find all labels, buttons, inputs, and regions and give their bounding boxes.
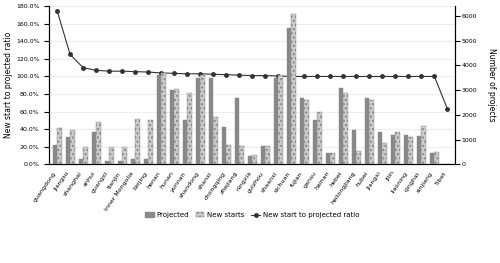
Bar (356, 151, 361, 164)
Bar (352, 130, 356, 164)
Y-axis label: Number of projects: Number of projects (487, 48, 496, 122)
Bar (222, 127, 226, 164)
Bar (417, 136, 422, 164)
Bar (92, 132, 96, 164)
Bar (248, 156, 252, 164)
Bar (104, 161, 109, 164)
Bar (422, 126, 426, 164)
Bar (260, 146, 266, 164)
Bar (339, 88, 344, 164)
Bar (70, 130, 74, 164)
Bar (130, 159, 135, 164)
Y-axis label: New start to projected ratio: New start to projected ratio (4, 32, 13, 138)
Bar (430, 153, 434, 164)
Bar (234, 98, 240, 164)
Bar (148, 120, 152, 164)
Bar (326, 153, 330, 164)
Bar (266, 146, 270, 164)
Bar (78, 159, 83, 164)
Bar (365, 98, 370, 164)
Bar (57, 129, 62, 164)
Bar (404, 135, 408, 164)
Bar (300, 98, 304, 164)
Bar (174, 89, 179, 164)
Bar (318, 112, 322, 164)
Bar (434, 153, 439, 164)
Bar (274, 78, 278, 164)
Bar (391, 135, 396, 164)
Bar (170, 90, 174, 164)
Legend: Projected, New starts, New start to projected ratio: Projected, New starts, New start to proj… (142, 209, 362, 221)
Bar (52, 145, 57, 164)
Bar (292, 14, 296, 164)
Bar (196, 78, 200, 164)
Bar (286, 28, 292, 164)
Bar (66, 137, 70, 164)
Bar (109, 147, 114, 164)
Bar (96, 122, 100, 164)
Bar (370, 100, 374, 164)
Bar (118, 161, 122, 164)
Bar (156, 75, 161, 164)
Bar (135, 119, 140, 164)
Bar (396, 132, 400, 164)
Bar (313, 120, 318, 164)
Bar (344, 93, 348, 164)
Bar (382, 143, 387, 164)
Bar (187, 93, 192, 164)
Bar (182, 120, 187, 164)
Bar (144, 159, 148, 164)
Bar (208, 78, 213, 164)
Bar (240, 146, 244, 164)
Bar (213, 117, 218, 164)
Bar (200, 75, 205, 164)
Bar (304, 100, 309, 164)
Bar (378, 132, 382, 164)
Bar (278, 75, 283, 164)
Bar (408, 137, 413, 164)
Bar (330, 153, 335, 164)
Bar (161, 73, 166, 164)
Bar (252, 155, 257, 164)
Bar (226, 145, 231, 164)
Bar (122, 147, 126, 164)
Bar (83, 147, 87, 164)
